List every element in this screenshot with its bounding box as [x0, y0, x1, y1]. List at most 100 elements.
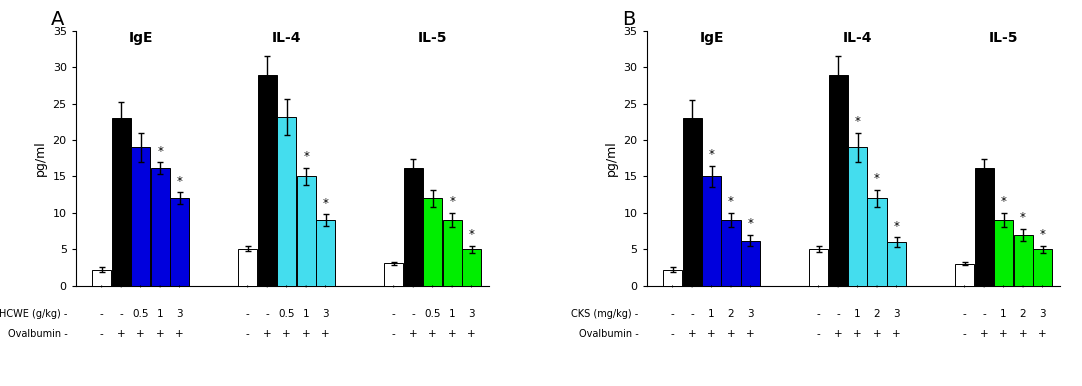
Bar: [848, 147, 867, 286]
Text: -: -: [963, 309, 966, 319]
Text: *: *: [1040, 228, 1045, 241]
Bar: [1033, 249, 1052, 286]
Bar: [443, 220, 462, 286]
Text: *: *: [1001, 195, 1006, 208]
Bar: [868, 198, 886, 286]
Text: A: A: [51, 10, 64, 29]
Text: +: +: [980, 329, 989, 339]
Text: +: +: [893, 329, 901, 339]
Text: +: +: [136, 329, 145, 339]
Text: *: *: [322, 197, 329, 210]
Bar: [296, 176, 316, 286]
Text: 1: 1: [855, 309, 861, 319]
Text: -: -: [671, 309, 674, 319]
Text: 3: 3: [469, 309, 475, 319]
Bar: [150, 168, 170, 286]
Bar: [316, 220, 335, 286]
Bar: [955, 264, 974, 286]
Text: *: *: [748, 217, 753, 230]
Bar: [702, 176, 721, 286]
Text: *: *: [1020, 212, 1026, 225]
Bar: [384, 263, 404, 286]
Bar: [887, 242, 906, 286]
Bar: [423, 198, 443, 286]
Bar: [1014, 235, 1032, 286]
Text: +: +: [873, 329, 882, 339]
Text: 2: 2: [1019, 309, 1027, 319]
Text: -: -: [982, 309, 986, 319]
Text: +: +: [708, 329, 716, 339]
Text: 0.5: 0.5: [278, 309, 295, 319]
Bar: [994, 220, 1013, 286]
Text: +: +: [156, 329, 164, 339]
Text: +: +: [1019, 329, 1027, 339]
Text: 0.5: 0.5: [424, 309, 440, 319]
Bar: [809, 249, 828, 286]
Bar: [111, 118, 131, 286]
Text: -: -: [963, 329, 966, 339]
Text: IgE: IgE: [699, 31, 724, 46]
Text: +: +: [747, 329, 755, 339]
Text: -: -: [817, 329, 820, 339]
Text: IL-4: IL-4: [272, 31, 302, 46]
Text: *: *: [157, 144, 163, 157]
Text: IL-4: IL-4: [843, 31, 872, 46]
Bar: [170, 198, 189, 286]
Text: +: +: [175, 329, 184, 339]
Text: *: *: [874, 172, 880, 185]
Text: Ovalbumin -: Ovalbumin -: [8, 329, 67, 339]
Text: +: +: [428, 329, 437, 339]
Text: IgE: IgE: [129, 31, 153, 46]
Bar: [741, 240, 760, 286]
Text: +: +: [1039, 329, 1046, 339]
Text: Ovalbumin -: Ovalbumin -: [579, 329, 638, 339]
Text: +: +: [263, 329, 272, 339]
Text: *: *: [709, 148, 714, 161]
Bar: [663, 270, 682, 286]
Text: IL-5: IL-5: [418, 31, 448, 46]
Bar: [404, 168, 423, 286]
Bar: [92, 270, 111, 286]
Text: 3: 3: [176, 309, 183, 319]
Text: *: *: [728, 195, 734, 208]
Text: -: -: [392, 309, 396, 319]
Text: -: -: [817, 309, 820, 319]
Text: -: -: [392, 329, 396, 339]
Bar: [238, 249, 258, 286]
Y-axis label: pg/ml: pg/ml: [605, 141, 618, 176]
Bar: [722, 220, 740, 286]
Text: 3: 3: [893, 309, 900, 319]
Text: -: -: [265, 309, 269, 319]
Text: 3: 3: [322, 309, 329, 319]
Bar: [462, 249, 481, 286]
Bar: [829, 74, 847, 286]
Text: *: *: [449, 195, 456, 208]
Text: 1: 1: [157, 309, 163, 319]
Text: +: +: [409, 329, 418, 339]
Bar: [131, 147, 150, 286]
Text: +: +: [834, 329, 843, 339]
Text: +: +: [448, 329, 457, 339]
Text: +: +: [688, 329, 697, 339]
Bar: [258, 74, 277, 286]
Text: 3: 3: [748, 309, 754, 319]
Text: 1: 1: [1000, 309, 1007, 319]
Text: *: *: [176, 175, 183, 188]
Text: -: -: [836, 309, 840, 319]
Text: -: -: [246, 329, 250, 339]
Text: HCWE (g/kg) -: HCWE (g/kg) -: [0, 309, 67, 319]
Text: *: *: [855, 115, 860, 129]
Text: -: -: [690, 309, 694, 319]
Text: *: *: [894, 220, 899, 232]
Text: 2: 2: [728, 309, 735, 319]
Text: 3: 3: [1039, 309, 1046, 319]
Text: 1: 1: [303, 309, 309, 319]
Text: 1: 1: [449, 309, 456, 319]
Text: -: -: [411, 309, 415, 319]
Text: *: *: [303, 151, 309, 163]
Bar: [975, 168, 993, 286]
Text: -: -: [100, 329, 104, 339]
Y-axis label: pg/ml: pg/ml: [34, 141, 47, 176]
Bar: [683, 118, 701, 286]
Text: -: -: [119, 309, 123, 319]
